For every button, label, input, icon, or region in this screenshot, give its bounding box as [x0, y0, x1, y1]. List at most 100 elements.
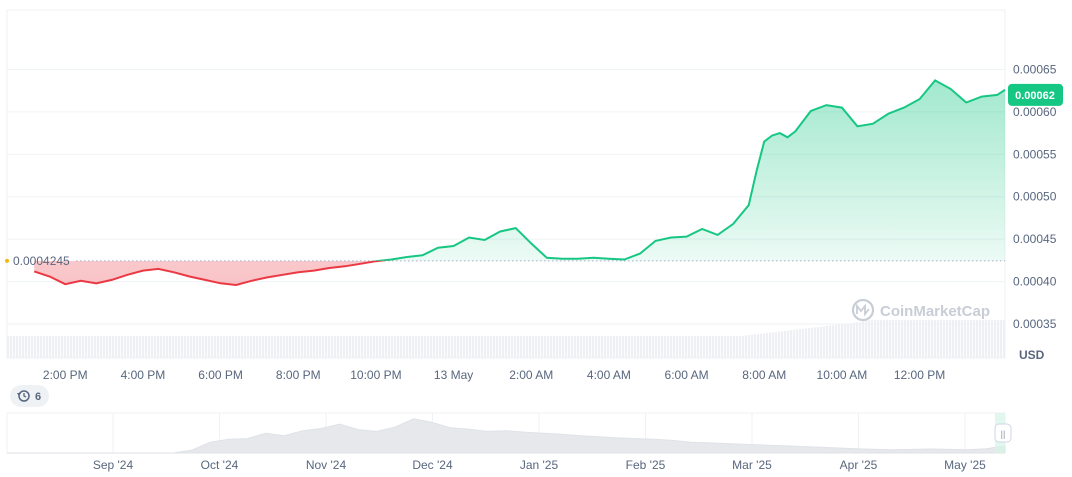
volume-bar	[574, 336, 577, 358]
navigator-handle-grip[interactable]	[994, 423, 1012, 443]
volume-bar	[445, 336, 448, 358]
volume-bar	[388, 336, 391, 358]
volume-bar	[493, 336, 496, 358]
volume-bar	[727, 336, 730, 358]
volume-bar	[94, 336, 97, 358]
volume-bar	[40, 336, 43, 358]
volume-bar	[772, 332, 775, 358]
volume-bar	[775, 331, 778, 358]
volume-bar	[859, 322, 862, 358]
volume-bar	[310, 336, 313, 358]
volume-bar	[232, 336, 235, 358]
history-button[interactable]: 6	[10, 385, 49, 407]
coinmarketcap-watermark: CoinMarketCap	[851, 298, 990, 322]
volume-bar	[343, 336, 346, 358]
volume-bar	[868, 320, 871, 358]
volume-bar	[898, 320, 901, 358]
y-tick-label: 0.00045	[1013, 232, 1057, 246]
volume-bar	[841, 324, 844, 358]
price-line	[33, 79, 1006, 287]
volume-bar	[688, 336, 691, 358]
volume-bar	[625, 336, 628, 358]
volume-bar	[691, 336, 694, 358]
volume-bar	[259, 336, 262, 358]
volume-bar	[706, 336, 709, 358]
volume-bar	[835, 324, 838, 358]
volume-bar	[847, 323, 850, 358]
volume-bar	[958, 320, 961, 358]
navigator-handle[interactable]: ||	[994, 423, 1012, 443]
volume-bar	[454, 336, 457, 358]
volume-bar	[736, 336, 739, 358]
volume-bar	[61, 336, 64, 358]
volume-bar	[250, 336, 253, 358]
volume-bar	[361, 336, 364, 358]
x-tick-label: 2:00 PM	[43, 368, 88, 382]
volume-bar	[685, 336, 688, 358]
volume-bar	[568, 336, 571, 358]
volume-bar	[466, 336, 469, 358]
y-tick-label: 0.00065	[1013, 62, 1057, 76]
volume-bar	[355, 336, 358, 358]
volume-bar	[19, 336, 22, 358]
navigator-area	[7, 418, 1006, 454]
volume-bar	[883, 320, 886, 358]
volume-bar	[475, 336, 478, 358]
volume-bar	[802, 328, 805, 358]
volume-bar	[193, 336, 196, 358]
volume-bar	[664, 336, 667, 358]
volume-bar	[778, 331, 781, 358]
volume-bar	[238, 336, 241, 358]
volume-bar	[703, 336, 706, 358]
volume-bar	[436, 336, 439, 358]
volume-bar	[271, 336, 274, 358]
volume-bar	[400, 336, 403, 358]
volume-bar	[148, 336, 151, 358]
volume-bar	[955, 320, 958, 358]
volume-bar	[982, 320, 985, 358]
volume-bar	[730, 336, 733, 358]
x-tick-label: 4:00 PM	[121, 368, 166, 382]
volume-bar	[331, 336, 334, 358]
logo-mark	[856, 303, 870, 317]
range-navigator[interactable]: || Sep '24 Oct '24 Nov '24 Dec '24 Jan '25 Fe…	[6, 412, 1012, 472]
volume-bar	[967, 320, 970, 358]
volume-bar	[562, 336, 565, 358]
volume-bar	[508, 336, 511, 358]
volume-bar	[700, 336, 703, 358]
navigator-month-label: Sep '24	[93, 458, 134, 472]
y-tick-label: 0.00035	[1013, 317, 1057, 331]
volume-bar	[541, 336, 544, 358]
volume-bar	[115, 336, 118, 358]
volume-bar	[226, 336, 229, 358]
volume-bar	[880, 320, 883, 358]
volume-bar	[181, 336, 184, 358]
volume-bar	[97, 336, 100, 358]
handle-grip-icon: ||	[1001, 429, 1006, 439]
navigator-month-label: Feb '25	[626, 458, 666, 472]
volume-bar	[7, 336, 10, 358]
volume-bar	[154, 336, 157, 358]
volume-bar	[70, 336, 73, 358]
volume-bar	[439, 336, 442, 358]
volume-bar	[286, 336, 289, 358]
volume-bar	[76, 336, 79, 358]
volume-bar	[22, 336, 25, 358]
volume-bar	[844, 323, 847, 358]
volume-bar	[10, 336, 13, 358]
volume-bar	[760, 333, 763, 358]
volume-bar	[826, 325, 829, 358]
volume-bar	[928, 320, 931, 358]
volume-bar	[79, 336, 82, 358]
volume-bar	[130, 336, 133, 358]
volume-bar	[229, 336, 232, 358]
volume-bar	[757, 334, 760, 358]
volume-bar	[202, 336, 205, 358]
area-fill-down	[34, 260, 1005, 285]
navigator-month-label: Nov '24	[306, 458, 347, 472]
volume-bar	[337, 336, 340, 358]
x-axis: 2:00 PM 4:00 PM 6:00 PM 8:00 PM 10:00 PM 13 M…	[43, 368, 945, 382]
volume-bar	[316, 336, 319, 358]
history-arrow	[17, 393, 21, 396]
volume-bar	[142, 336, 145, 358]
